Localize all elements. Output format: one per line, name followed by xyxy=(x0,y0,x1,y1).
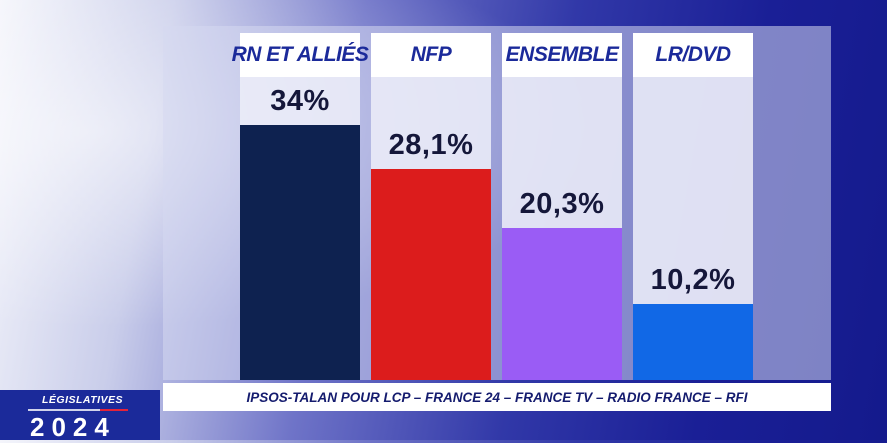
bar-nfp xyxy=(371,169,491,380)
category-header-ensemble: ENSEMBLE xyxy=(502,33,622,77)
logo-year: 2024 xyxy=(30,412,116,442)
category-header-lr-dvd: LR/DVD xyxy=(633,33,753,77)
value-label-ensemble: 20,3% xyxy=(519,187,605,220)
logo-divider xyxy=(28,409,128,411)
logo-divider-accent xyxy=(100,409,128,411)
bar-ensemble xyxy=(502,227,622,380)
value-label-rn-et-alli-s: 34% xyxy=(270,85,330,117)
source-caption: IPSOS-TALAN POUR LCP – FRANCE 24 – FRANC… xyxy=(163,383,831,411)
bar-lr-dvd xyxy=(633,303,753,380)
legislatives-logo: LÉGISLATIVES 2024 xyxy=(0,390,160,442)
logo-label: LÉGISLATIVES xyxy=(42,394,124,406)
category-header-nfp: NFP xyxy=(371,33,491,77)
value-label-nfp: 28,1% xyxy=(388,129,474,162)
bar-rn-et-alli-s xyxy=(240,125,360,380)
category-header-rn-et-alli-s: RN ET ALLIÉS xyxy=(232,33,369,77)
value-label-lr-dvd: 10,2% xyxy=(650,263,736,296)
